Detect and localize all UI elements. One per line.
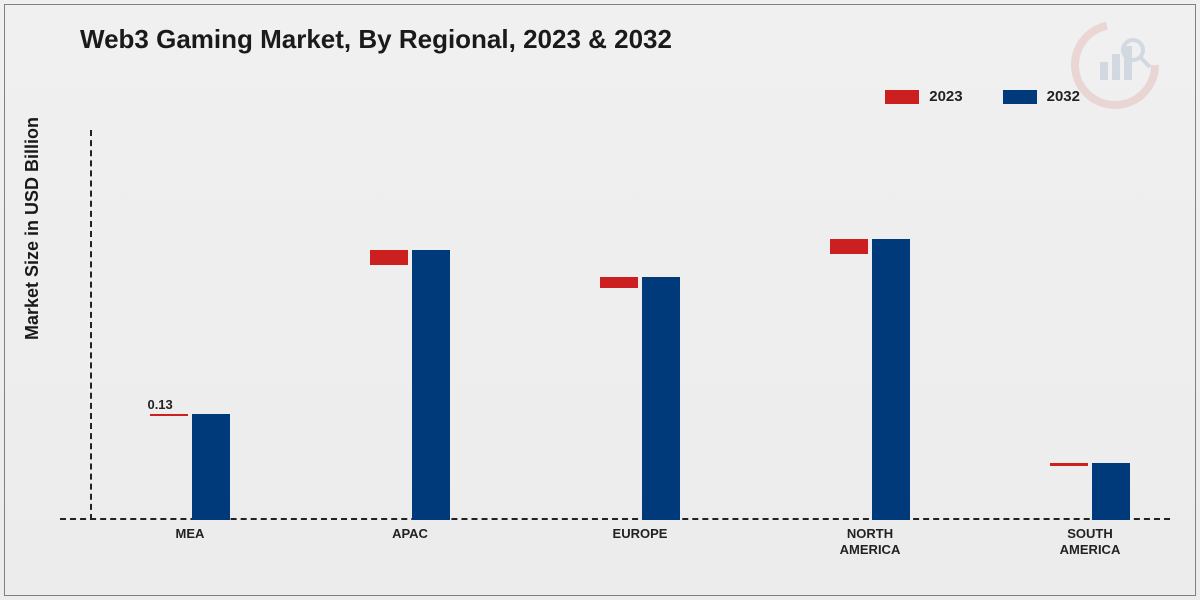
bar-group: 0.13MEA xyxy=(130,414,250,520)
x-axis-category-label: NORTH AMERICA xyxy=(840,526,901,557)
bar-2023: 0.13 xyxy=(150,414,188,416)
bar-2032 xyxy=(1092,463,1130,520)
legend-item-2032: 2032 xyxy=(1003,88,1080,105)
legend-swatch-2032 xyxy=(1003,90,1037,104)
x-axis-category-label: SOUTH AMERICA xyxy=(1060,526,1121,557)
bar-2023 xyxy=(830,239,868,254)
bar-value-label: 0.13 xyxy=(147,397,172,412)
bar-group: NORTH AMERICA xyxy=(810,239,930,520)
legend: 2023 2032 xyxy=(885,88,1080,105)
bar-2023 xyxy=(600,277,638,288)
bar-2023 xyxy=(370,250,408,265)
x-axis-category-label: APAC xyxy=(392,526,428,542)
y-axis-line xyxy=(90,130,92,520)
bar-group: APAC xyxy=(350,250,470,520)
plot-area: 0.13MEA APAC EUROPE NORTH AMERICA SOUTH AMER… xyxy=(90,140,1160,520)
x-axis-category-label: EUROPE xyxy=(613,526,668,542)
legend-label: 2032 xyxy=(1047,88,1080,105)
bar-2023 xyxy=(1050,463,1088,466)
bar-2032 xyxy=(642,277,680,520)
bar-2032 xyxy=(872,239,910,520)
bar-group: EUROPE xyxy=(580,277,700,520)
x-axis-category-label: MEA xyxy=(176,526,205,542)
bar-2032 xyxy=(192,414,230,520)
legend-item-2023: 2023 xyxy=(885,88,962,105)
legend-swatch-2023 xyxy=(885,90,919,104)
y-axis-label: Market Size in USD Billion xyxy=(22,117,43,340)
bar-2032 xyxy=(412,250,450,520)
legend-label: 2023 xyxy=(929,88,962,105)
watermark-logo xyxy=(1070,20,1160,115)
chart-title: Web3 Gaming Market, By Regional, 2023 & … xyxy=(80,24,672,55)
bar-group: SOUTH AMERICA xyxy=(1030,463,1150,520)
